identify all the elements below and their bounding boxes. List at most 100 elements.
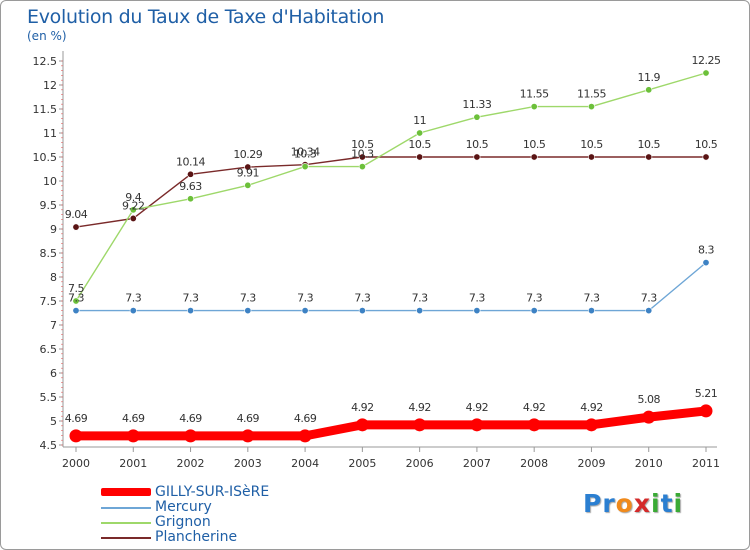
data-label: 10.5: [637, 138, 660, 151]
series-point-2: [187, 195, 195, 203]
y-tick-label: 12.5: [33, 55, 58, 68]
legend-swatch-gilly: [101, 488, 151, 496]
data-label: 4.92: [580, 401, 603, 414]
series-point-0: [298, 429, 312, 443]
series-point-3: [187, 170, 195, 178]
x-tick-label: 2003: [234, 457, 262, 470]
series-point-0: [642, 410, 656, 424]
data-label: 10.5: [580, 138, 603, 151]
series-point-2: [129, 206, 137, 214]
series-point-1: [72, 307, 80, 315]
series-point-3: [530, 153, 538, 161]
data-label: 10.3: [351, 148, 374, 161]
x-tick-label: 2010: [635, 457, 663, 470]
series-point-2: [702, 69, 710, 77]
data-label: 11.9: [637, 71, 660, 84]
series-point-1: [129, 307, 137, 315]
series-point-1: [301, 307, 309, 315]
data-label: 12.25: [692, 54, 721, 67]
series-line-1: [75, 261, 707, 312]
series-point-2: [416, 129, 424, 137]
chart-title: Evolution du Taux de Taxe d'Habitation: [27, 6, 385, 28]
data-label: 7.3: [641, 292, 657, 305]
series-point-3: [244, 163, 252, 171]
logo-letter: t: [660, 489, 674, 518]
data-label: 9.63: [179, 180, 202, 193]
x-tick-label: 2002: [177, 457, 205, 470]
data-label: 9.04: [65, 208, 88, 221]
data-label: 4.69: [65, 412, 88, 425]
proxiti-logo: Proxiti: [583, 489, 683, 518]
data-label: 5.21: [695, 387, 718, 400]
data-label: 10.5: [408, 138, 431, 151]
series-point-3: [702, 153, 710, 161]
data-label: 7.3: [297, 292, 313, 305]
data-label: 9.91: [237, 166, 260, 179]
data-label: 8.3: [698, 244, 714, 257]
data-label: 10.34: [291, 146, 320, 159]
series-point-2: [72, 297, 80, 305]
legend-swatch-grignon: [101, 522, 151, 524]
legend-swatch-mercury: [101, 507, 151, 509]
data-label: 4.69: [179, 412, 202, 425]
series-point-0: [69, 429, 83, 443]
data-label: 10.5: [351, 138, 374, 151]
series-point-2: [473, 113, 481, 121]
series-point-2: [645, 86, 653, 94]
series-point-3: [72, 223, 80, 231]
data-label: 4.69: [122, 412, 145, 425]
y-tick-label: 5: [50, 415, 57, 428]
x-tick-label: 2011: [692, 457, 720, 470]
series-point-3: [587, 153, 595, 161]
data-label: 4.92: [466, 401, 489, 414]
data-label: 7.3: [354, 292, 370, 305]
y-tick-label: 5.5: [40, 391, 58, 404]
series-point-0: [126, 429, 140, 443]
series-point-2: [358, 163, 366, 171]
x-tick-label: 2008: [520, 457, 548, 470]
data-label: 7.3: [125, 292, 141, 305]
legend-swatch-plancherine: [101, 537, 151, 539]
data-label: 7.5: [68, 282, 84, 295]
x-tick-label: 2006: [406, 457, 434, 470]
data-label: 11.33: [462, 98, 491, 111]
data-label: 10.5: [695, 138, 718, 151]
y-tick-label: 4.5: [40, 439, 58, 452]
x-tick-label: 2000: [62, 457, 90, 470]
y-tick-label: 11: [43, 127, 57, 140]
data-label: 7.3: [469, 292, 485, 305]
x-tick-label: 2009: [577, 457, 605, 470]
legend-label-mercury: Mercury: [155, 499, 212, 515]
data-label: 9.4: [125, 191, 141, 204]
y-tick-label: 10: [43, 175, 57, 188]
data-label: 7.3: [68, 292, 84, 305]
data-label: 4.92: [408, 401, 431, 414]
y-tick-label: 12: [43, 79, 57, 92]
series-point-3: [645, 153, 653, 161]
data-label: 10.5: [466, 138, 489, 151]
series-point-2: [301, 163, 309, 171]
legend-item-mercury: Mercury: [101, 499, 361, 516]
logo-letter: i: [651, 489, 661, 518]
series-point-0: [527, 418, 541, 432]
data-label: 7.3: [526, 292, 542, 305]
data-label: 10.3: [294, 148, 317, 161]
legend-label-gilly: GILLY-SUR-ISèRE: [155, 484, 270, 500]
series-point-1: [645, 307, 653, 315]
logo-letter: o: [615, 489, 634, 518]
series-point-2: [530, 103, 538, 111]
legend-label-plancherine: Plancherine: [155, 529, 238, 545]
legend-item-plancherine: Plancherine: [101, 529, 361, 546]
series-point-1: [587, 307, 595, 315]
series-point-1: [702, 259, 710, 267]
data-label: 7.3: [240, 292, 256, 305]
series-point-0: [241, 429, 255, 443]
legend-label-grignon: Grignon: [155, 514, 211, 530]
y-tick-label: 8: [50, 271, 57, 284]
series-point-0: [355, 418, 369, 432]
chart-subtitle: (en %): [27, 29, 67, 43]
series-point-3: [416, 153, 424, 161]
data-label: 11.55: [577, 88, 606, 101]
